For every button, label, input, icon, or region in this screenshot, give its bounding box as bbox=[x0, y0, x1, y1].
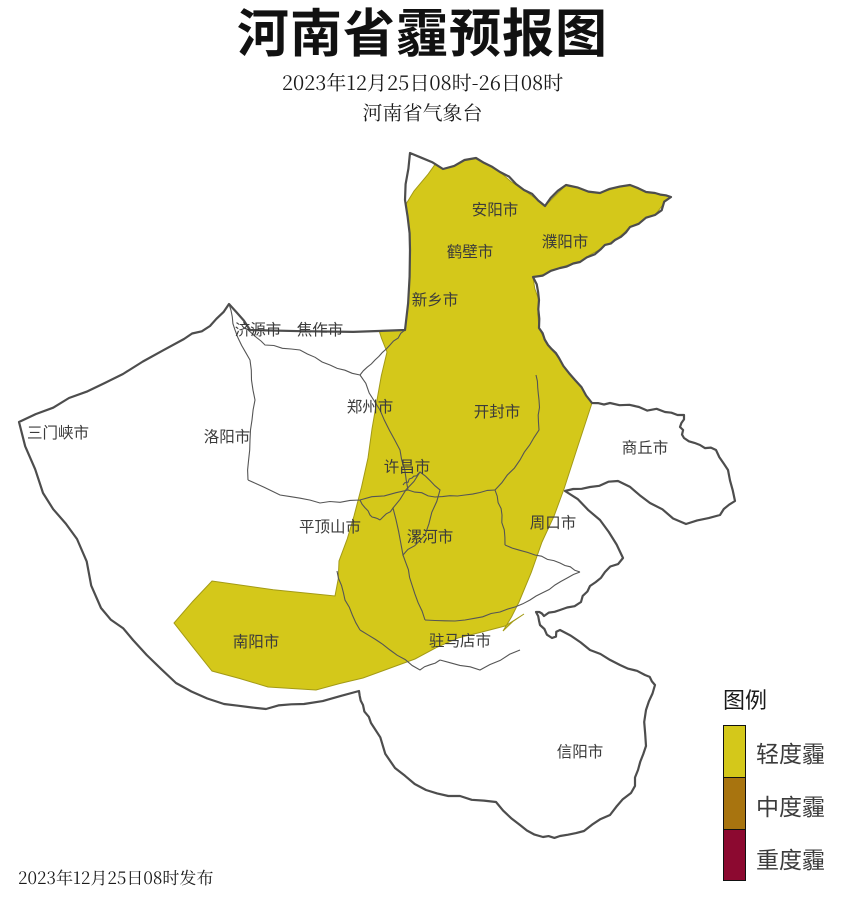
svg-text:信阳市: 信阳市 bbox=[557, 740, 604, 762]
svg-text:濮阳市: 濮阳市 bbox=[542, 230, 589, 252]
svg-text:新乡市: 新乡市 bbox=[412, 288, 459, 310]
svg-text:鹤壁市: 鹤壁市 bbox=[447, 240, 494, 262]
svg-text:郑州市: 郑州市 bbox=[347, 395, 394, 417]
svg-text:漯河市: 漯河市 bbox=[407, 525, 454, 547]
svg-text:开封市: 开封市 bbox=[474, 400, 521, 422]
svg-text:济源市: 济源市 bbox=[235, 318, 282, 340]
svg-text:安阳市: 安阳市 bbox=[472, 198, 519, 220]
svg-text:平顶山市: 平顶山市 bbox=[299, 515, 361, 537]
svg-text:商丘市: 商丘市 bbox=[622, 436, 669, 458]
svg-text:周口市: 周口市 bbox=[530, 511, 577, 533]
svg-text:洛阳市: 洛阳市 bbox=[204, 425, 251, 447]
svg-text:驻马店市: 驻马店市 bbox=[429, 629, 491, 651]
svg-text:南阳市: 南阳市 bbox=[233, 630, 280, 652]
svg-text:许昌市: 许昌市 bbox=[384, 455, 431, 477]
svg-text:焦作市: 焦作市 bbox=[297, 318, 344, 340]
svg-text:三门峡市: 三门峡市 bbox=[27, 421, 89, 443]
